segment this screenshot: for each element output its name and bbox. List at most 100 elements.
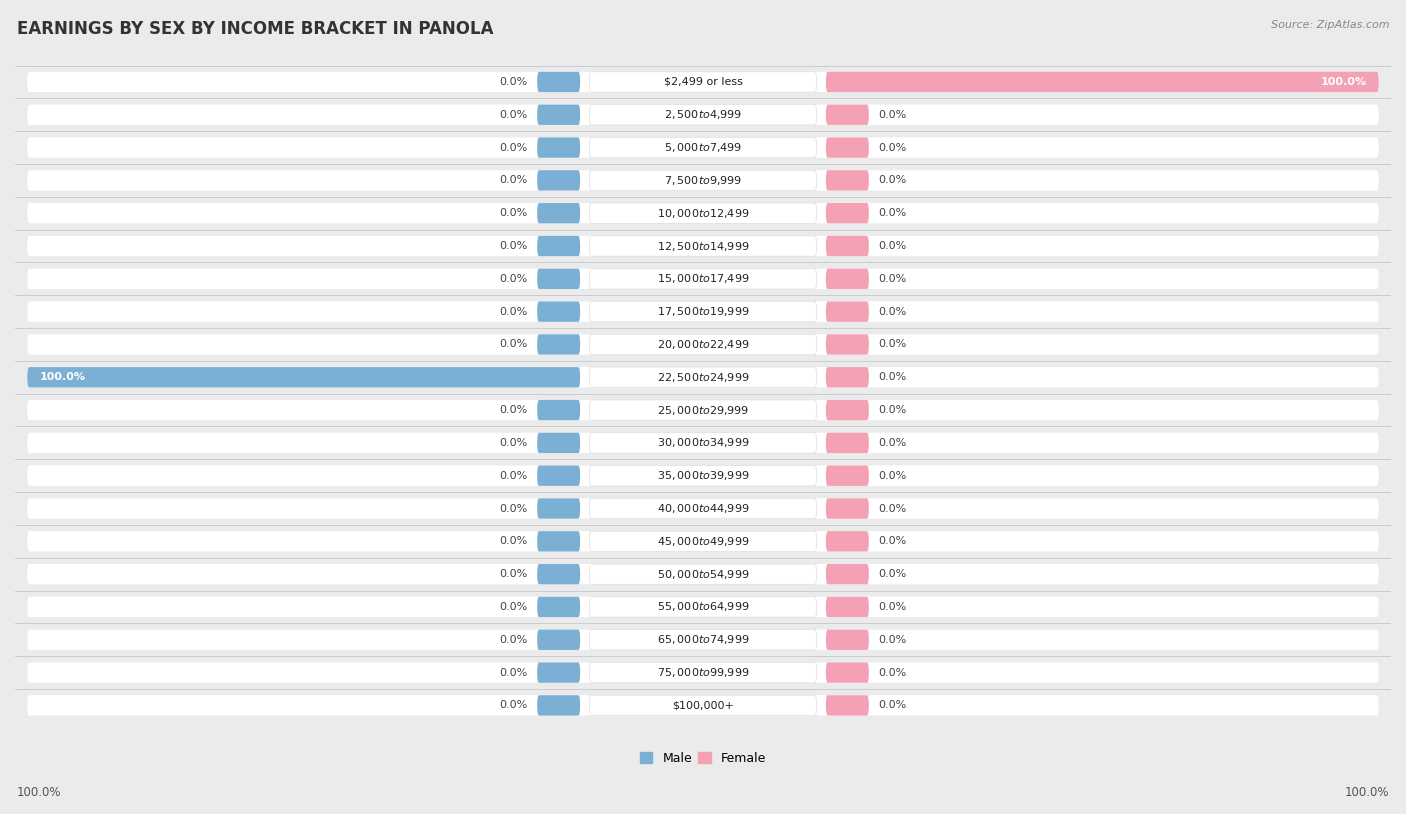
FancyBboxPatch shape [589, 564, 817, 584]
FancyBboxPatch shape [825, 663, 869, 683]
Text: 0.0%: 0.0% [879, 635, 907, 645]
FancyBboxPatch shape [537, 138, 581, 158]
Text: 0.0%: 0.0% [879, 700, 907, 711]
FancyBboxPatch shape [27, 138, 1379, 158]
FancyBboxPatch shape [589, 138, 817, 158]
FancyBboxPatch shape [537, 433, 581, 453]
FancyBboxPatch shape [589, 466, 817, 486]
Text: 0.0%: 0.0% [499, 307, 527, 317]
Text: 0.0%: 0.0% [499, 142, 527, 152]
FancyBboxPatch shape [27, 532, 1379, 552]
Text: 0.0%: 0.0% [499, 602, 527, 612]
FancyBboxPatch shape [537, 663, 581, 683]
Text: $2,499 or less: $2,499 or less [664, 77, 742, 87]
FancyBboxPatch shape [27, 367, 1379, 387]
Text: 0.0%: 0.0% [499, 667, 527, 677]
FancyBboxPatch shape [825, 367, 869, 387]
Text: $12,500 to $14,999: $12,500 to $14,999 [657, 239, 749, 252]
Text: 0.0%: 0.0% [879, 536, 907, 546]
FancyBboxPatch shape [825, 629, 869, 650]
FancyBboxPatch shape [825, 695, 869, 716]
FancyBboxPatch shape [27, 466, 1379, 486]
Text: $30,000 to $34,999: $30,000 to $34,999 [657, 436, 749, 449]
Text: $20,000 to $22,499: $20,000 to $22,499 [657, 338, 749, 351]
Text: 0.0%: 0.0% [499, 569, 527, 579]
FancyBboxPatch shape [27, 629, 1379, 650]
FancyBboxPatch shape [27, 367, 581, 387]
FancyBboxPatch shape [589, 433, 817, 453]
FancyBboxPatch shape [825, 301, 869, 322]
Text: $45,000 to $49,999: $45,000 to $49,999 [657, 535, 749, 548]
FancyBboxPatch shape [27, 564, 1379, 584]
FancyBboxPatch shape [825, 597, 869, 617]
FancyBboxPatch shape [589, 104, 817, 125]
Text: $25,000 to $29,999: $25,000 to $29,999 [657, 404, 749, 417]
FancyBboxPatch shape [537, 104, 581, 125]
FancyBboxPatch shape [537, 498, 581, 519]
FancyBboxPatch shape [27, 236, 1379, 256]
Text: 0.0%: 0.0% [499, 405, 527, 415]
FancyBboxPatch shape [27, 170, 1379, 190]
Text: 0.0%: 0.0% [499, 635, 527, 645]
Text: 0.0%: 0.0% [879, 274, 907, 284]
FancyBboxPatch shape [825, 564, 869, 584]
FancyBboxPatch shape [589, 629, 817, 650]
Text: 0.0%: 0.0% [879, 602, 907, 612]
Text: 0.0%: 0.0% [879, 372, 907, 383]
Text: 0.0%: 0.0% [499, 77, 527, 87]
Text: $100,000+: $100,000+ [672, 700, 734, 711]
Text: 0.0%: 0.0% [499, 274, 527, 284]
Text: 0.0%: 0.0% [499, 470, 527, 481]
FancyBboxPatch shape [27, 104, 1379, 125]
FancyBboxPatch shape [537, 532, 581, 552]
FancyBboxPatch shape [825, 138, 869, 158]
Text: 0.0%: 0.0% [879, 667, 907, 677]
FancyBboxPatch shape [825, 532, 869, 552]
Text: $5,000 to $7,499: $5,000 to $7,499 [664, 141, 742, 154]
FancyBboxPatch shape [537, 695, 581, 716]
FancyBboxPatch shape [589, 663, 817, 683]
Text: 0.0%: 0.0% [499, 504, 527, 514]
FancyBboxPatch shape [27, 597, 1379, 617]
FancyBboxPatch shape [537, 629, 581, 650]
Text: $50,000 to $54,999: $50,000 to $54,999 [657, 567, 749, 580]
Text: 0.0%: 0.0% [879, 569, 907, 579]
Text: $22,500 to $24,999: $22,500 to $24,999 [657, 370, 749, 383]
Text: 0.0%: 0.0% [879, 208, 907, 218]
FancyBboxPatch shape [589, 695, 817, 716]
Text: 0.0%: 0.0% [499, 110, 527, 120]
FancyBboxPatch shape [27, 498, 1379, 519]
Text: 100.0%: 100.0% [17, 786, 62, 799]
Text: 0.0%: 0.0% [499, 339, 527, 349]
Text: $15,000 to $17,499: $15,000 to $17,499 [657, 273, 749, 286]
Text: 0.0%: 0.0% [879, 307, 907, 317]
FancyBboxPatch shape [537, 466, 581, 486]
Text: EARNINGS BY SEX BY INCOME BRACKET IN PANOLA: EARNINGS BY SEX BY INCOME BRACKET IN PAN… [17, 20, 494, 38]
FancyBboxPatch shape [589, 301, 817, 322]
Text: 0.0%: 0.0% [879, 470, 907, 481]
FancyBboxPatch shape [27, 695, 1379, 716]
Text: $10,000 to $12,499: $10,000 to $12,499 [657, 207, 749, 220]
FancyBboxPatch shape [825, 72, 1379, 92]
Text: $35,000 to $39,999: $35,000 to $39,999 [657, 469, 749, 482]
FancyBboxPatch shape [27, 433, 1379, 453]
FancyBboxPatch shape [825, 433, 869, 453]
Legend: Male, Female: Male, Female [636, 746, 770, 769]
FancyBboxPatch shape [589, 269, 817, 289]
FancyBboxPatch shape [537, 564, 581, 584]
FancyBboxPatch shape [537, 335, 581, 355]
Text: $7,500 to $9,999: $7,500 to $9,999 [664, 174, 742, 187]
Text: 100.0%: 100.0% [39, 372, 86, 383]
Text: $40,000 to $44,999: $40,000 to $44,999 [657, 502, 749, 515]
FancyBboxPatch shape [537, 203, 581, 223]
Text: 0.0%: 0.0% [879, 142, 907, 152]
FancyBboxPatch shape [537, 597, 581, 617]
FancyBboxPatch shape [537, 400, 581, 420]
FancyBboxPatch shape [825, 203, 869, 223]
Text: 0.0%: 0.0% [879, 175, 907, 186]
Text: 0.0%: 0.0% [499, 241, 527, 251]
FancyBboxPatch shape [27, 203, 1379, 223]
Text: $65,000 to $74,999: $65,000 to $74,999 [657, 633, 749, 646]
Text: 0.0%: 0.0% [879, 339, 907, 349]
FancyBboxPatch shape [825, 104, 869, 125]
